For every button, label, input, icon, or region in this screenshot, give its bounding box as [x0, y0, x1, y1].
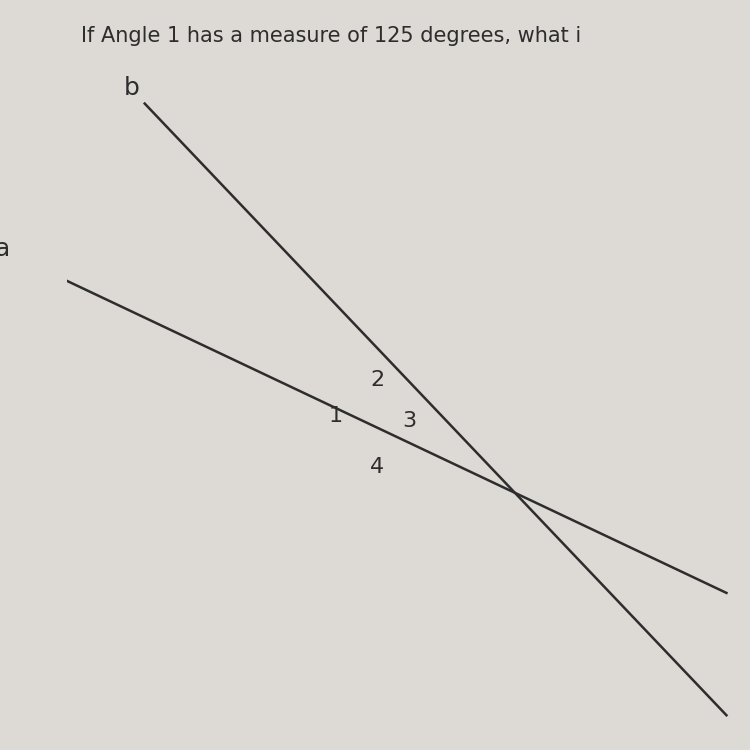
Text: 4: 4 [370, 457, 385, 477]
Text: If Angle 1 has a measure of 125 degrees, what i: If Angle 1 has a measure of 125 degrees,… [81, 26, 581, 46]
Text: a: a [0, 237, 10, 261]
Text: 3: 3 [403, 411, 417, 431]
Text: b: b [124, 76, 140, 101]
Text: 2: 2 [370, 370, 385, 390]
Text: 1: 1 [328, 406, 343, 425]
